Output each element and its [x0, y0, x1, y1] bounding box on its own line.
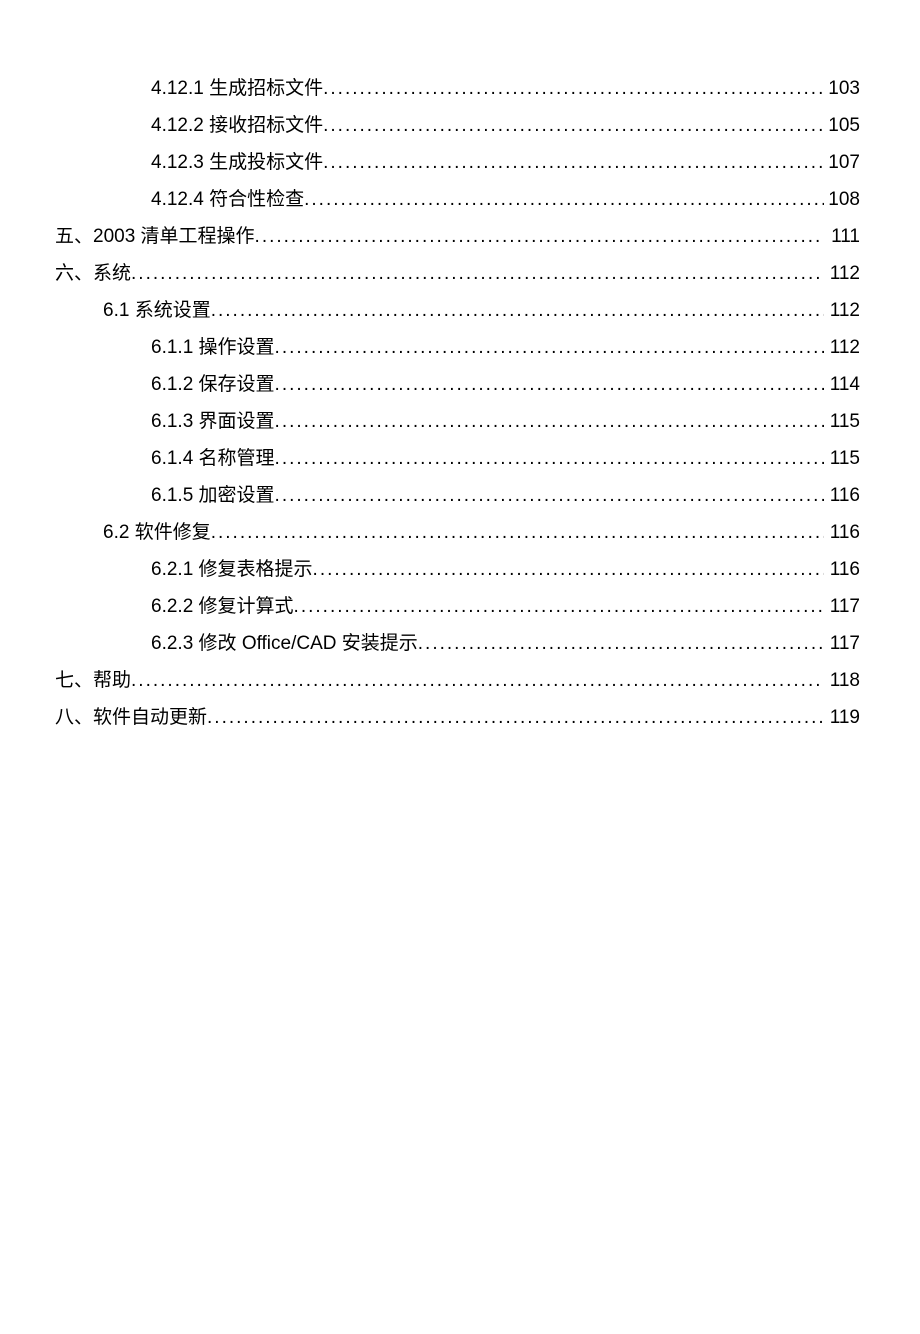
toc-label: 六、系统	[55, 255, 131, 292]
toc-leader-dots	[323, 107, 824, 144]
toc-entry: 五、2003 清单工程操作 111	[55, 218, 860, 255]
toc-page-number: 116	[824, 477, 860, 514]
toc-leader-dots	[131, 662, 824, 699]
toc-entry: 6.2 软件修复 116	[55, 514, 860, 551]
toc-label: 4.12.2 接收招标文件	[151, 107, 323, 144]
toc-label: 6.1.4 名称管理	[151, 440, 275, 477]
toc-label: 4.12.1 生成招标文件	[151, 70, 323, 107]
toc-page-number: 103	[824, 70, 860, 107]
toc-entry: 4.12.3 生成投标文件 107	[55, 144, 860, 181]
toc-label: 6.1.5 加密设置	[151, 477, 275, 514]
toc-leader-dots	[131, 255, 824, 292]
toc-leader-dots	[275, 477, 824, 514]
toc-leader-dots	[211, 292, 824, 329]
toc-entry: 六、系统 112	[55, 255, 860, 292]
toc-entry: 6.2.2 修复计算式 117	[55, 588, 860, 625]
toc-container: 4.12.1 生成招标文件 1034.12.2 接收招标文件 1054.12.3…	[55, 70, 860, 736]
toc-page-number: 105	[824, 107, 860, 144]
toc-entry: 6.2.1 修复表格提示 116	[55, 551, 860, 588]
toc-page-number: 117	[824, 588, 860, 625]
toc-page-number: 108	[824, 181, 860, 218]
toc-entry: 6.1.1 操作设置 112	[55, 329, 860, 366]
toc-leader-dots	[275, 403, 824, 440]
toc-label: 6.1.2 保存设置	[151, 366, 275, 403]
toc-entry: 八、软件自动更新 119	[55, 699, 860, 736]
toc-label: 4.12.3 生成投标文件	[151, 144, 323, 181]
toc-label: 八、软件自动更新	[55, 699, 207, 736]
toc-leader-dots	[207, 699, 824, 736]
toc-page-number: 118	[824, 662, 860, 699]
toc-entry: 6.1.2 保存设置 114	[55, 366, 860, 403]
toc-label: 6.2.1 修复表格提示	[151, 551, 313, 588]
toc-label: 4.12.4 符合性检查	[151, 181, 304, 218]
toc-label: 七、帮助	[55, 662, 131, 699]
toc-label: 6.1 系统设置	[103, 292, 211, 329]
toc-leader-dots	[211, 514, 824, 551]
toc-entry: 6.1.4 名称管理 115	[55, 440, 860, 477]
toc-page-number: 111	[824, 218, 860, 255]
toc-entry: 6.1 系统设置 112	[55, 292, 860, 329]
toc-label: 五、2003 清单工程操作	[55, 218, 255, 255]
toc-entry: 七、帮助 118	[55, 662, 860, 699]
toc-leader-dots	[275, 329, 824, 366]
toc-leader-dots	[275, 366, 824, 403]
toc-label: 6.1.3 界面设置	[151, 403, 275, 440]
toc-page-number: 119	[824, 699, 860, 736]
toc-page-number: 116	[824, 551, 860, 588]
toc-leader-dots	[255, 218, 824, 255]
toc-leader-dots	[418, 625, 824, 662]
toc-page-number: 115	[824, 440, 860, 477]
toc-leader-dots	[323, 144, 824, 181]
toc-entry: 4.12.2 接收招标文件 105	[55, 107, 860, 144]
toc-entry: 6.1.5 加密设置 116	[55, 477, 860, 514]
toc-page-number: 107	[824, 144, 860, 181]
toc-page-number: 112	[824, 329, 860, 366]
toc-page-number: 116	[824, 514, 860, 551]
toc-label: 6.1.1 操作设置	[151, 329, 275, 366]
toc-page-number: 114	[824, 366, 860, 403]
toc-leader-dots	[294, 588, 824, 625]
toc-leader-dots	[304, 181, 824, 218]
toc-label: 6.2.2 修复计算式	[151, 588, 294, 625]
toc-label: 6.2.3 修改 Office/CAD 安装提示	[151, 625, 418, 662]
toc-page-number: 112	[824, 255, 860, 292]
toc-entry: 4.12.4 符合性检查 108	[55, 181, 860, 218]
toc-page-number: 115	[824, 403, 860, 440]
toc-page-number: 117	[824, 625, 860, 662]
toc-entry: 4.12.1 生成招标文件 103	[55, 70, 860, 107]
toc-leader-dots	[275, 440, 824, 477]
toc-entry: 6.2.3 修改 Office/CAD 安装提示 117	[55, 625, 860, 662]
toc-leader-dots	[313, 551, 824, 588]
toc-page-number: 112	[824, 292, 860, 329]
toc-label: 6.2 软件修复	[103, 514, 211, 551]
toc-entry: 6.1.3 界面设置 115	[55, 403, 860, 440]
toc-leader-dots	[323, 70, 824, 107]
